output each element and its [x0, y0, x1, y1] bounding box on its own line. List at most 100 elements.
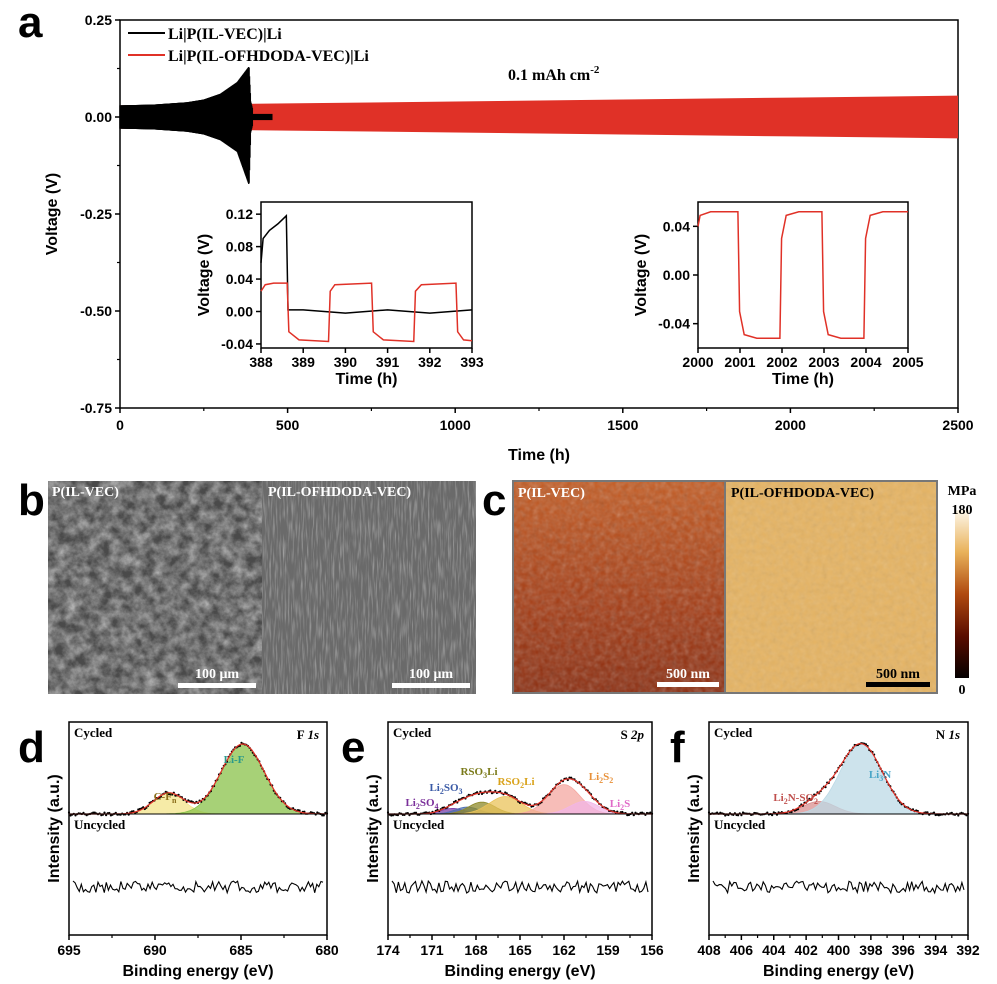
panel-letter-f: f	[670, 723, 685, 772]
data-point	[322, 814, 325, 817]
afm-label-right: P(IL-OFHDODA-VEC)	[731, 486, 874, 501]
inset-388-393h: 388 389 390 391 392 393 -0.04 0.00 0.04 0.08 0.12 T…	[196, 201, 484, 388]
x-tick-label: 406	[730, 942, 754, 958]
peak-label-main: Li	[429, 782, 439, 794]
x-tick-label: 2001	[724, 354, 755, 370]
data-point	[103, 811, 106, 814]
x-tick-label: 2005	[892, 354, 923, 370]
data-point	[932, 811, 936, 814]
x-tick-label: 685	[229, 942, 253, 958]
y-tick-label: 0.12	[226, 206, 253, 222]
afm-scale-label-right: 500 nm	[876, 667, 920, 682]
x-tick-label: 391	[376, 354, 400, 370]
uncycled-label: Uncycled	[393, 817, 445, 832]
peak-label-main: Li	[773, 792, 783, 804]
peak-label-tail: Li	[487, 766, 497, 778]
y-tick-label: -0.75	[80, 400, 112, 416]
panel-letter-a: a	[18, 0, 43, 47]
peak-label-main: Li	[869, 769, 879, 781]
x-tick-label: 500	[276, 417, 300, 433]
cycled-label: Cycled	[714, 725, 753, 740]
black-tail	[250, 113, 273, 121]
peak-label-sub2: 3	[459, 787, 463, 796]
inset-series-line-0	[697, 210, 908, 340]
peak-label-sub2: 4	[435, 802, 439, 811]
panel-letter-b: b	[18, 476, 45, 525]
data-point	[391, 814, 395, 817]
series-red-band	[120, 95, 958, 139]
inset-bg	[261, 202, 472, 348]
peak-label-sub: 2	[520, 781, 524, 790]
x-tick-label: 171	[420, 942, 444, 958]
data-point	[649, 811, 652, 814]
peak-label-tail: Li	[524, 776, 534, 788]
data-point	[737, 814, 740, 817]
data-point	[639, 811, 642, 814]
annotation-main: 0.1 mAh cm	[508, 67, 591, 84]
data-point	[570, 776, 573, 779]
x-tick-label: 2500	[942, 417, 973, 433]
x-tick-label: 398	[859, 942, 883, 958]
peak-label-main: Li-F	[224, 754, 245, 766]
peak-label-3: RSO2Li	[497, 776, 534, 790]
colorbar	[955, 510, 969, 678]
y-axis-title: Voltage (V)	[44, 173, 61, 255]
spectrum-title: S 2p	[621, 727, 645, 742]
peak-label-sub2: 2	[609, 776, 613, 785]
peak-label-4: Li2S2	[589, 771, 614, 785]
x-tick-label: 0	[116, 417, 124, 433]
peak-label-5: Li2S	[610, 798, 631, 812]
peak-label-sub: 2	[440, 787, 444, 796]
peak-label-sub: 2	[599, 776, 603, 785]
x-tick-label: 2000	[682, 354, 713, 370]
peak-label-main: C-F	[154, 791, 173, 803]
uncycled-trace	[712, 879, 965, 895]
y-tick-label: 0.25	[85, 12, 112, 28]
y-tick-label: 0.00	[85, 109, 112, 125]
data-point	[641, 811, 644, 814]
data-point	[740, 814, 743, 817]
x-tick-label: 695	[57, 942, 81, 958]
peak-label-sub: 2	[620, 803, 624, 812]
current-density-annotation: 0.1 mAh cm-2	[508, 64, 600, 84]
peak-label-main: RSO	[460, 766, 483, 778]
inset-2000-2005h: 2000 2001 2002 2003 2004 2005 -0.04 0.00 0.04 Tim…	[633, 201, 924, 388]
x-tick-label: 393	[460, 354, 484, 370]
data-point	[926, 811, 929, 814]
data-point	[707, 811, 711, 814]
colorbar-max: 180	[952, 503, 973, 518]
data-point	[621, 810, 624, 814]
x-tick-label: 165	[508, 942, 532, 958]
x-axis-title: Time (h)	[508, 447, 570, 464]
series-black-band	[119, 67, 273, 184]
x-axis-title: Binding energy (eV)	[122, 963, 273, 980]
axes-frame	[260, 201, 473, 349]
fit-envelope	[388, 778, 652, 815]
uncycled-trace	[391, 879, 649, 895]
data-point	[85, 814, 88, 817]
peak-label-sub2: 2	[814, 797, 818, 806]
x-tick-label: 388	[249, 354, 273, 370]
sem-texture-left	[48, 481, 262, 694]
x-tick-label: 156	[640, 942, 664, 958]
x-tick-label: 159	[596, 942, 620, 958]
title-orbital: 2p	[630, 727, 645, 742]
x-tick-label: 394	[924, 942, 948, 958]
y-axis-title: Intensity (a.u.)	[365, 774, 382, 882]
panel-e-xps-s2p: e 174 171 168 165 162 159 156 Binding energy (e…	[341, 721, 664, 980]
data-point	[476, 791, 479, 794]
y-axis-title: Voltage (V)	[633, 234, 650, 316]
data-point	[950, 811, 953, 814]
scale-bar-right	[392, 683, 470, 688]
data-point	[467, 793, 470, 796]
data-point	[93, 811, 96, 814]
peak-label-1: Li-F	[224, 754, 245, 766]
peak-label-main: RSO	[497, 776, 520, 788]
colorbar-min: 0	[959, 683, 966, 698]
y-tick-label: -0.25	[80, 206, 112, 222]
peak-label-0: C-Fn	[154, 791, 177, 805]
legend-label-black: Li|P(IL-VEC)|Li	[168, 26, 282, 43]
fit-peak-1	[709, 743, 968, 815]
x-tick-label: 168	[464, 942, 488, 958]
data-point	[634, 811, 637, 814]
